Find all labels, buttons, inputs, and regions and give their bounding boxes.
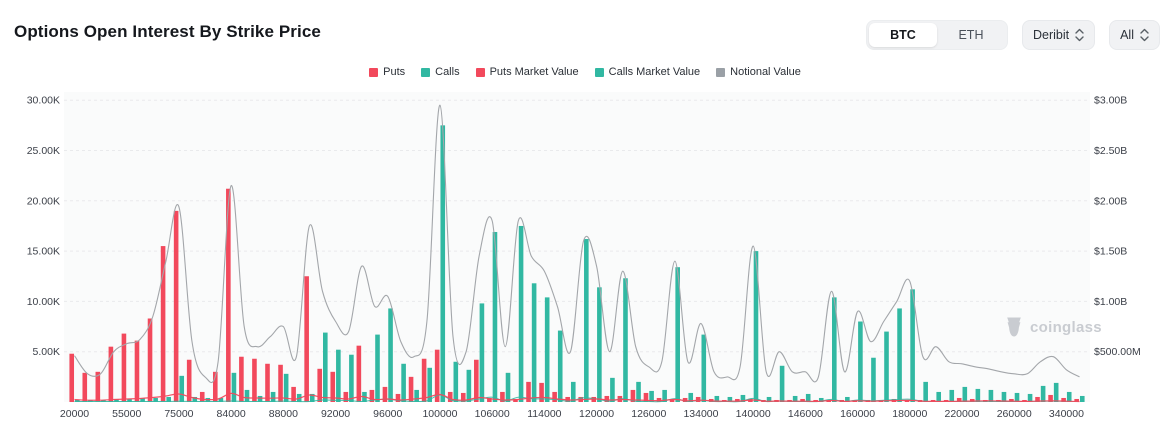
svg-text:15.00K: 15.00K	[27, 246, 60, 258]
legend-label: Calls	[435, 66, 460, 78]
legend-item-calls[interactable]: Calls	[421, 66, 460, 78]
legend-swatch-icon	[716, 67, 726, 77]
legend-item-notional-value[interactable]: Notional Value	[716, 66, 801, 78]
legend-label: Puts	[383, 66, 406, 78]
svg-text:260000: 260000	[997, 408, 1032, 420]
svg-text:180000: 180000	[892, 408, 927, 420]
svg-text:96000: 96000	[373, 408, 402, 420]
header-controls: BTC ETH Deribit All	[865, 20, 1160, 50]
svg-text:140000: 140000	[736, 408, 771, 420]
svg-text:146000: 146000	[788, 408, 823, 420]
svg-text:92000: 92000	[321, 408, 350, 420]
legend-swatch-icon	[421, 67, 431, 77]
svg-text:$1.50B: $1.50B	[1094, 246, 1127, 258]
legend-item-puts[interactable]: Puts	[369, 66, 405, 78]
svg-text:5.00K: 5.00K	[33, 346, 60, 358]
svg-text:75000: 75000	[164, 408, 193, 420]
range-dropdown[interactable]: All	[1109, 20, 1160, 50]
legend-label: Calls Market Value	[608, 66, 701, 78]
page-title: Options Open Interest By Strike Price	[14, 22, 321, 41]
chart-legend: Puts Calls Puts Market Value Calls Market V…	[0, 66, 1170, 78]
svg-text:$500.00M: $500.00M	[1094, 346, 1141, 358]
asset-toggle-btc[interactable]: BTC	[868, 23, 937, 47]
svg-text:10.00K: 10.00K	[27, 296, 60, 308]
legend-swatch-icon	[369, 67, 379, 77]
legend-item-calls-market-value[interactable]: Calls Market Value	[594, 66, 701, 78]
exchange-dropdown[interactable]: Deribit	[1021, 20, 1096, 50]
asset-toggle-eth[interactable]: ETH	[958, 28, 984, 42]
svg-text:134000: 134000	[683, 408, 718, 420]
legend-swatch-icon	[475, 67, 485, 77]
svg-text:55000: 55000	[112, 408, 141, 420]
svg-text:30.00K: 30.00K	[27, 95, 60, 107]
svg-text:114000: 114000	[527, 408, 561, 420]
svg-text:$2.50B: $2.50B	[1094, 145, 1127, 157]
legend-label: Notional Value	[730, 66, 801, 78]
svg-text:$1.00B: $1.00B	[1094, 296, 1127, 308]
asset-toggle: BTC ETH	[865, 20, 1008, 50]
svg-text:$2.00B: $2.00B	[1094, 195, 1127, 207]
svg-text:120000: 120000	[579, 408, 614, 420]
svg-text:25.00K: 25.00K	[27, 145, 60, 157]
legend-item-puts-market-value[interactable]: Puts Market Value	[475, 66, 579, 78]
legend-label: Puts Market Value	[489, 66, 579, 78]
svg-text:106000: 106000	[475, 408, 510, 420]
svg-text:340000: 340000	[1049, 408, 1084, 420]
svg-text:220000: 220000	[944, 408, 979, 420]
legend-swatch-icon	[594, 67, 604, 77]
svg-text:20000: 20000	[60, 408, 89, 420]
chevrons-up-down-icon	[1075, 28, 1084, 42]
exchange-dropdown-label: Deribit	[1032, 28, 1070, 42]
svg-text:84000: 84000	[217, 408, 246, 420]
svg-text:100000: 100000	[422, 408, 457, 420]
svg-text:88000: 88000	[269, 408, 298, 420]
svg-text:126000: 126000	[631, 408, 666, 420]
range-dropdown-label: All	[1120, 28, 1134, 42]
svg-text:20.00K: 20.00K	[27, 195, 60, 207]
svg-text:$3.00B: $3.00B	[1094, 95, 1127, 107]
svg-text:160000: 160000	[840, 408, 875, 420]
chevrons-up-down-icon	[1140, 28, 1149, 42]
